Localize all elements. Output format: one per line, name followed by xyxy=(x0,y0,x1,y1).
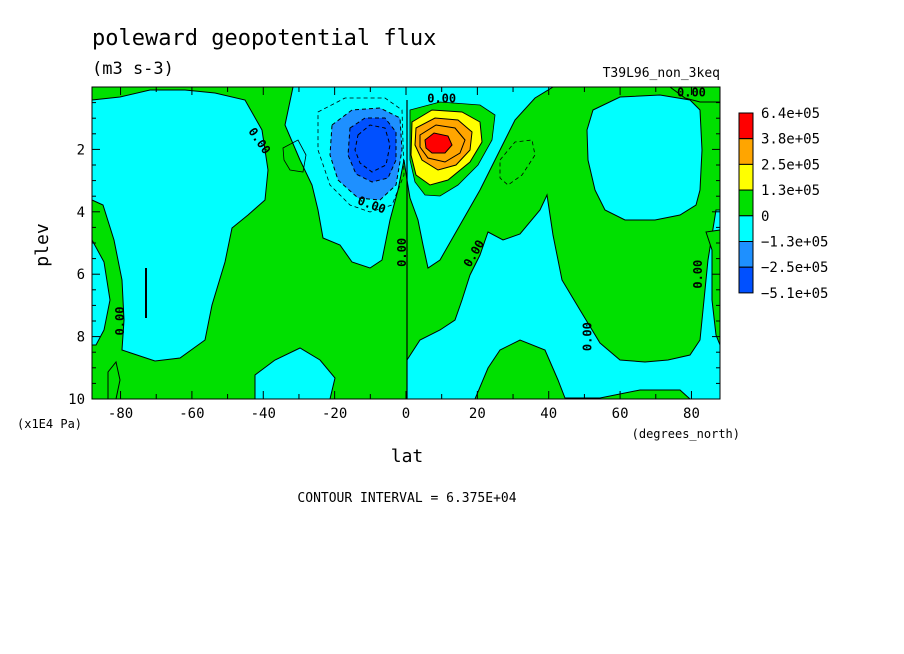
legend-label: −1.3e+05 xyxy=(761,235,828,251)
contour-label: 0.00 xyxy=(395,238,409,267)
cyan-region-bottom xyxy=(254,347,336,400)
run-label: T39L96_non_3keq xyxy=(603,66,720,81)
legend-label: 6.4e+05 xyxy=(761,106,820,122)
legend-label: −5.1e+05 xyxy=(761,286,828,302)
legend-label: −2.5e+05 xyxy=(761,260,828,276)
units-label: (m3 s-3) xyxy=(92,59,174,79)
positive-core xyxy=(409,101,496,197)
legend-swatch xyxy=(738,241,754,268)
y-tick-label: 10 xyxy=(68,392,85,408)
legend-label: 3.8e+05 xyxy=(761,132,820,148)
x-tick-label: 0 xyxy=(402,406,410,422)
x-tick-label: 40 xyxy=(540,406,557,422)
legend-label: 1.3e+05 xyxy=(761,183,820,199)
y-tick-label: 4 xyxy=(77,205,85,221)
legend-label: 0 xyxy=(761,209,769,225)
dashed-loop-east xyxy=(499,139,536,186)
y-axis-label: plev xyxy=(32,223,53,266)
legend-swatch xyxy=(738,266,754,294)
x-tick-label: -20 xyxy=(322,406,347,422)
cyan-region-east-top xyxy=(586,94,703,221)
contour-interval-note: CONTOUR INTERVAL = 6.375E+04 xyxy=(297,491,516,506)
x-axis: -80 -60 -40 -20 0 20 40 60 80 xyxy=(108,87,700,422)
y-axis: 2 4 6 8 10 xyxy=(68,102,720,408)
contour-label: 0.00 xyxy=(427,92,456,106)
chart-title: poleward geopotential flux xyxy=(92,26,436,51)
cyan-region-west xyxy=(91,89,269,362)
contour-label: 0.00 xyxy=(691,260,705,289)
x-units-label: (degrees_north) xyxy=(632,427,740,441)
y-units-label: (x1E4 Pa) xyxy=(17,417,82,431)
y-tick-label: 6 xyxy=(77,267,85,283)
x-tick-label: 80 xyxy=(683,406,700,422)
legend-swatch xyxy=(738,112,754,140)
legend-label: 2.5e+05 xyxy=(761,157,820,173)
x-tick-label: -60 xyxy=(179,406,204,422)
legend-swatch xyxy=(738,163,754,191)
legend-swatch xyxy=(738,215,754,243)
x-tick-label: -40 xyxy=(251,406,276,422)
x-axis-label: lat xyxy=(391,446,424,467)
dashed-loop-west xyxy=(282,139,307,173)
color-legend: 6.4e+05 3.8e+05 2.5e+05 1.3e+05 0 −1.3e+05 −2.… xyxy=(738,106,828,302)
negative-core xyxy=(317,97,405,213)
x-tick-label: -80 xyxy=(108,406,133,422)
legend-swatch xyxy=(738,138,754,165)
sw-green-sliver xyxy=(107,360,121,400)
y-tick-label: 8 xyxy=(77,330,85,346)
contour-label: 0.00 xyxy=(581,322,595,351)
plot-area: 0.000.000.00 0.000.000.000.000.000.00 xyxy=(91,85,721,400)
legend-swatch xyxy=(738,189,754,217)
x-tick-label: 60 xyxy=(612,406,629,422)
x-tick-label: 20 xyxy=(469,406,486,422)
contour-label: 0.00 xyxy=(113,307,127,336)
y-tick-label: 2 xyxy=(77,142,85,158)
